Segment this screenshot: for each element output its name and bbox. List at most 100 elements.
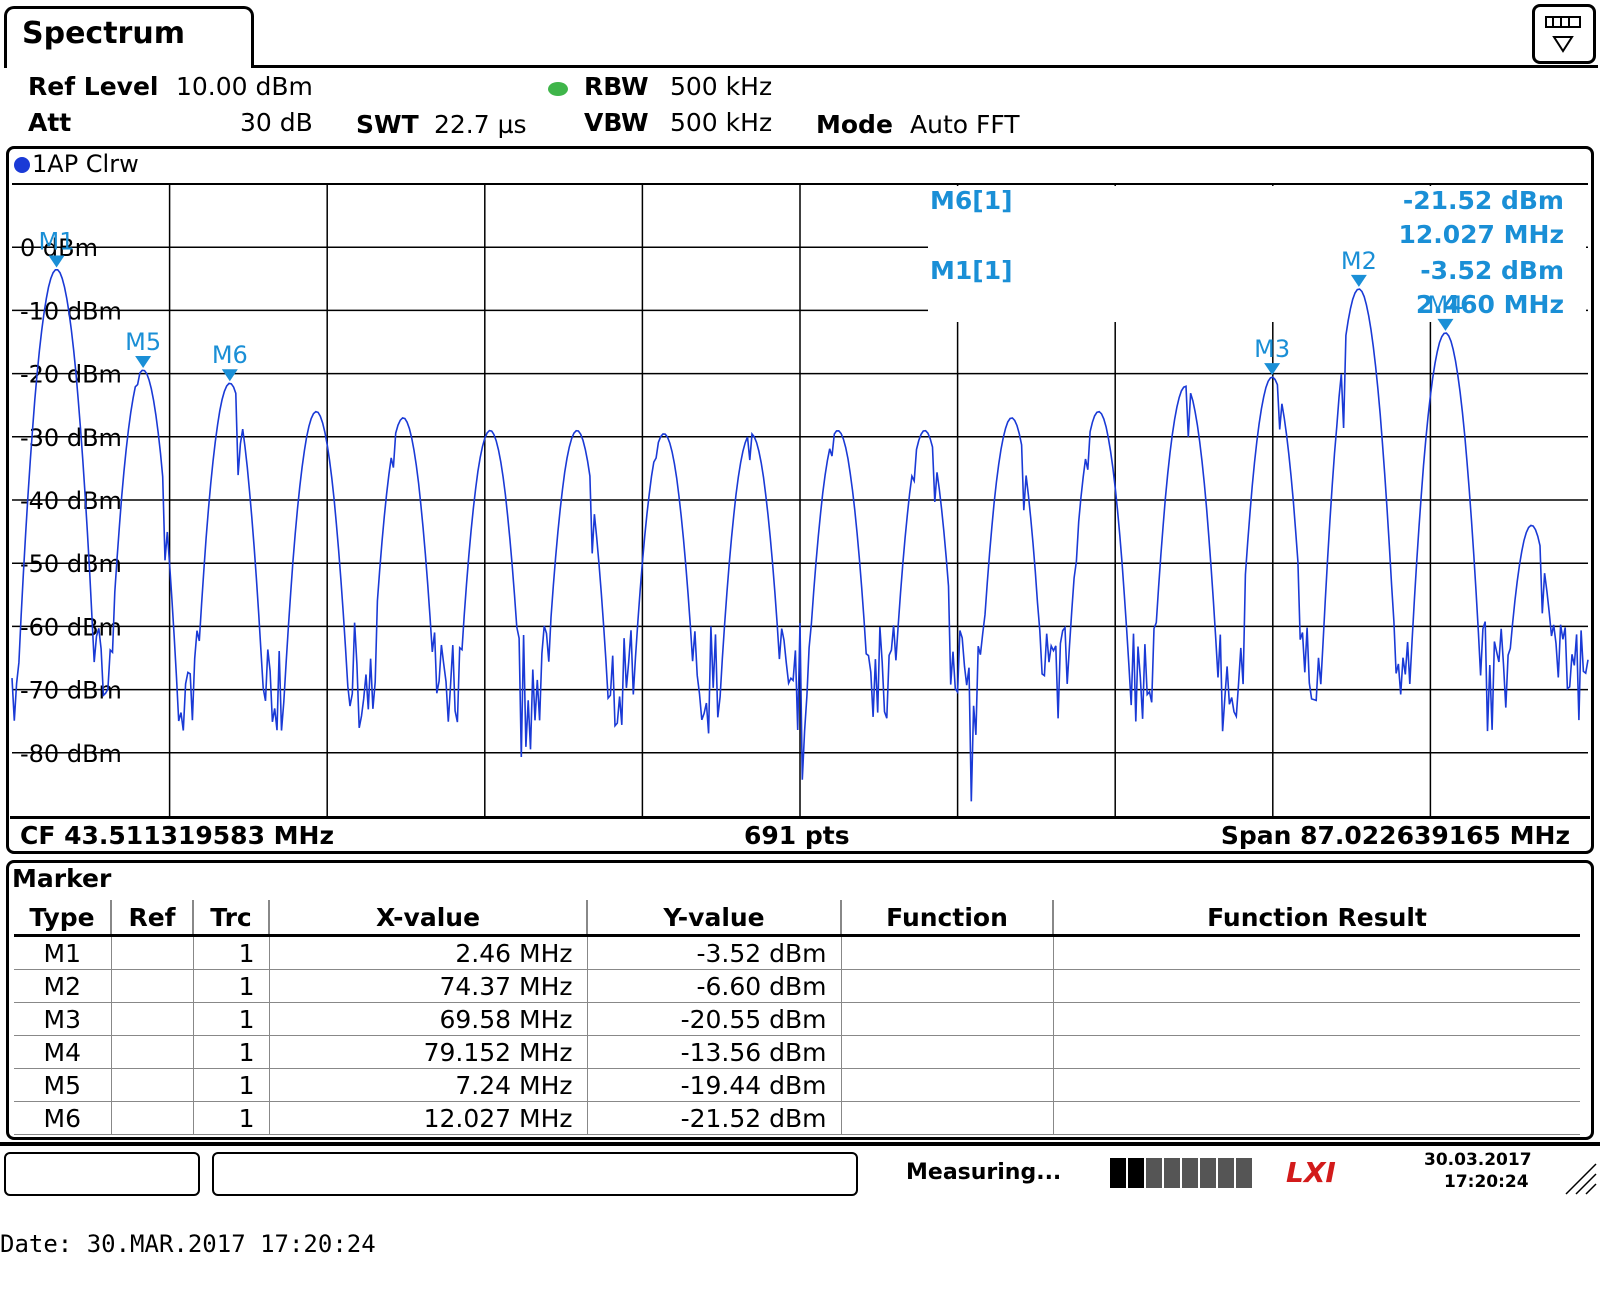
marker-cell-func — [841, 1035, 1054, 1069]
marker-cell-y: -13.56 dBm — [587, 1035, 842, 1069]
center-frequency: CF 43.511319583 MHz — [20, 821, 335, 850]
col-type: Type — [14, 900, 112, 937]
col-y-value: Y-value — [587, 900, 842, 937]
marker-m4-triangle[interactable] — [1437, 318, 1454, 331]
ref-level-label: Ref Level — [28, 72, 159, 101]
measuring-status: Measuring... — [906, 1160, 1062, 1185]
marker-cell-ref — [111, 1002, 194, 1036]
marker-cell-trc: 1 — [193, 1002, 270, 1036]
span-value: Span 87.022639165 MHz — [1220, 821, 1570, 850]
y-tick-label: -30 dBm — [20, 424, 122, 452]
marker-cell-ref — [111, 935, 194, 970]
status-field-1[interactable] — [4, 1152, 200, 1196]
marker-cell-trc: 1 — [193, 1068, 270, 1102]
y-tick-label: -40 dBm — [20, 487, 122, 515]
swt-value: 22.7 µs — [434, 110, 527, 139]
marker-m3-triangle[interactable] — [1264, 363, 1281, 376]
marker-cell-trc: 1 — [193, 969, 270, 1003]
trace-dot-icon — [14, 157, 30, 173]
spectrum-plot-panel — [6, 146, 1594, 854]
status-divider — [0, 1142, 1600, 1146]
col-ref: Ref — [111, 900, 194, 937]
marker-cell-trc: 1 — [193, 935, 270, 970]
swt-label: SWT — [356, 110, 419, 139]
marker-row[interactable]: M2 1 74.37 MHz -6.60 dBm — [14, 969, 1580, 1003]
marker-cell-x: 74.37 MHz — [269, 969, 588, 1003]
spectrum-tab[interactable] — [4, 6, 254, 68]
status-time: 17:20:24 — [1444, 1172, 1529, 1192]
marker-cell-x: 2.46 MHz — [269, 935, 588, 970]
marker-cell-func — [841, 969, 1054, 1003]
marker-cell-func — [841, 1068, 1054, 1102]
marker-cell-result — [1053, 1035, 1580, 1069]
status-field-2[interactable] — [212, 1152, 858, 1196]
status-date: 30.03.2017 — [1424, 1150, 1532, 1170]
marker-table-title: Marker — [12, 864, 112, 893]
marker-row[interactable]: M1 1 2.46 MHz -3.52 dBm — [14, 935, 1580, 970]
y-tick-label: -20 dBm — [20, 361, 122, 389]
marker-m2-triangle[interactable] — [1350, 274, 1367, 287]
marker-cell-result — [1053, 1101, 1580, 1135]
marker-cell-trc: 1 — [193, 1035, 270, 1069]
marker-cell-func — [841, 1101, 1054, 1135]
plot-footer-divider — [10, 816, 1590, 819]
marker-cell-y: -21.52 dBm — [587, 1101, 842, 1135]
marker-cell-y: -6.60 dBm — [587, 969, 842, 1003]
marker-cell-func — [841, 1002, 1054, 1036]
marker-cell-y: -3.52 dBm — [587, 935, 842, 970]
marker-cell-result — [1053, 969, 1580, 1003]
marker-cell-ref — [111, 1068, 194, 1102]
col-trc: Trc — [193, 900, 270, 937]
marker-cell-ref — [111, 1035, 194, 1069]
marker-cell-result — [1053, 935, 1580, 970]
y-tick-label: -50 dBm — [20, 550, 122, 578]
marker-cell-type: M1 — [14, 935, 112, 970]
y-tick-label: -60 dBm — [20, 613, 122, 641]
marker-cell-type: M4 — [14, 1035, 112, 1069]
marker-m1-label: M1 — [39, 227, 75, 255]
print-date-line: Date: 30.MAR.2017 17:20:24 — [0, 1230, 376, 1258]
marker-cell-result — [1053, 1002, 1580, 1036]
marker-row[interactable]: M4 1 79.152 MHz -13.56 dBm — [14, 1035, 1580, 1069]
marker-m4-label: M4 — [1427, 291, 1463, 319]
marker-m3-label: M3 — [1254, 335, 1290, 363]
marker-cell-x: 69.58 MHz — [269, 1002, 588, 1036]
y-tick-label: -70 dBm — [20, 677, 122, 705]
marker-row[interactable]: M3 1 69.58 MHz -20.55 dBm — [14, 1002, 1580, 1036]
marker-row[interactable]: M6 1 12.027 MHz -21.52 dBm — [14, 1101, 1580, 1135]
readout-m6-level: -21.52 dBm — [1402, 186, 1564, 215]
tab-divider — [252, 65, 1598, 68]
marker-m5-label: M5 — [125, 328, 161, 356]
col-x-value: X-value — [269, 900, 588, 937]
att-value: 30 dB — [240, 108, 313, 137]
readout-m1-level: -3.52 dBm — [1420, 256, 1564, 285]
marker-cell-type: M6 — [14, 1101, 112, 1135]
lxi-logo: LXI — [1286, 1156, 1336, 1189]
readout-m1-label: M1[1] — [930, 256, 1013, 285]
col-function: Function — [841, 900, 1054, 937]
marker-cell-trc: 1 — [193, 1101, 270, 1135]
marker-m6-triangle[interactable] — [221, 369, 238, 382]
marker-cell-x: 79.152 MHz — [269, 1035, 588, 1069]
readout-m6-freq: 12.027 MHz — [1398, 220, 1564, 249]
y-tick-label: -80 dBm — [20, 740, 122, 768]
marker-row[interactable]: M5 1 7.24 MHz -19.44 dBm — [14, 1068, 1580, 1102]
marker-cell-ref — [111, 969, 194, 1003]
resize-grip-icon[interactable] — [1564, 1160, 1598, 1196]
marker-cell-x: 12.027 MHz — [269, 1101, 588, 1135]
marker-cell-type: M3 — [14, 1002, 112, 1036]
window-layout-icon — [1545, 16, 1581, 53]
trace-label[interactable]: 1AP Clrw — [14, 150, 139, 178]
spectrum-chart[interactable]: 0 dBm-10 dBm-20 dBm-30 dBm-40 dBm-50 dBm… — [0, 0, 1600, 860]
marker-cell-x: 7.24 MHz — [269, 1068, 588, 1102]
marker-cell-ref — [111, 1101, 194, 1135]
marker-cell-type: M2 — [14, 969, 112, 1003]
col-function-result: Function Result — [1053, 900, 1580, 937]
layout-toggle-button[interactable] — [1532, 4, 1596, 64]
marker-m5-triangle[interactable] — [135, 356, 152, 369]
marker-m1-triangle[interactable] — [48, 255, 65, 268]
progress-indicator — [1110, 1158, 1270, 1188]
trace-line — [11, 268, 1589, 802]
ref-level-value: 10.00 dBm — [176, 72, 313, 101]
spectrum-tab-label: Spectrum — [22, 16, 185, 51]
